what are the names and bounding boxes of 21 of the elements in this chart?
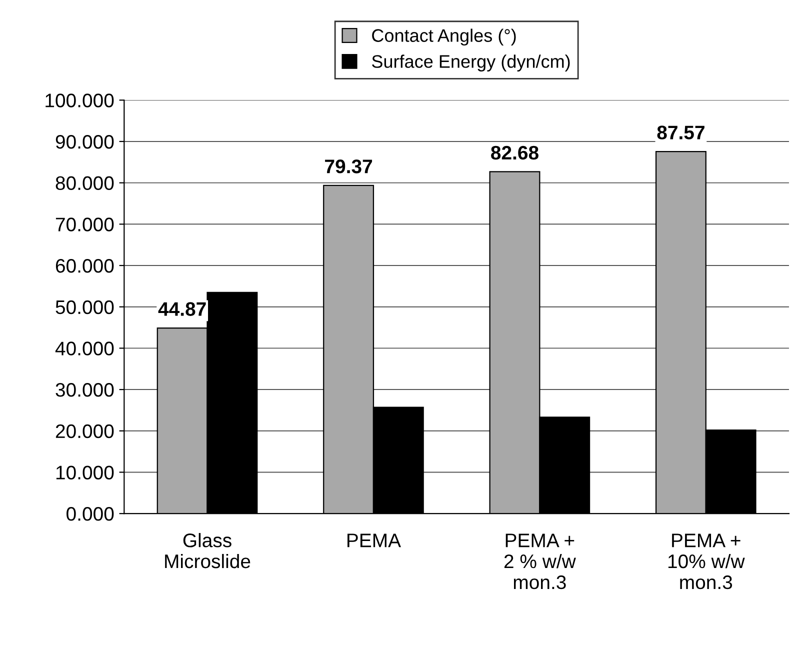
x-tick-label: PEMA + 2 % w/w mon.3: [504, 534, 576, 590]
data-label: 79.37: [325, 160, 372, 174]
x-tick-label: PEMA: [348, 534, 401, 548]
data-label: 82.68: [491, 146, 538, 160]
y-tick-label: 80.000: [56, 176, 114, 190]
data-label: 44.87: [158, 302, 206, 316]
legend-label: Surface Energy (dyn/cm): [372, 54, 570, 72]
y-tick-label: 40.000: [55, 342, 114, 356]
y-tick-label: 10.000: [56, 466, 114, 480]
legend-label: Contact Angles (°): [372, 28, 516, 46]
y-tick-label: 60.000: [56, 258, 114, 273]
y-tick-label: 100.000: [46, 94, 114, 108]
y-tick-label: 70.000: [56, 218, 114, 232]
x-tick-label: PEMA + 10% w/w mon.3: [668, 534, 745, 590]
y-tick-label: 50.000: [56, 300, 114, 314]
data-label: 87.57: [657, 126, 704, 140]
y-tick-label: 20.000: [56, 424, 114, 438]
x-tick-label: Glass Microslide: [165, 533, 250, 568]
y-tick-label: 90.000: [56, 134, 114, 149]
y-tick-label: 30.000: [56, 383, 114, 397]
y-tick-label: 0.000: [66, 507, 114, 521]
